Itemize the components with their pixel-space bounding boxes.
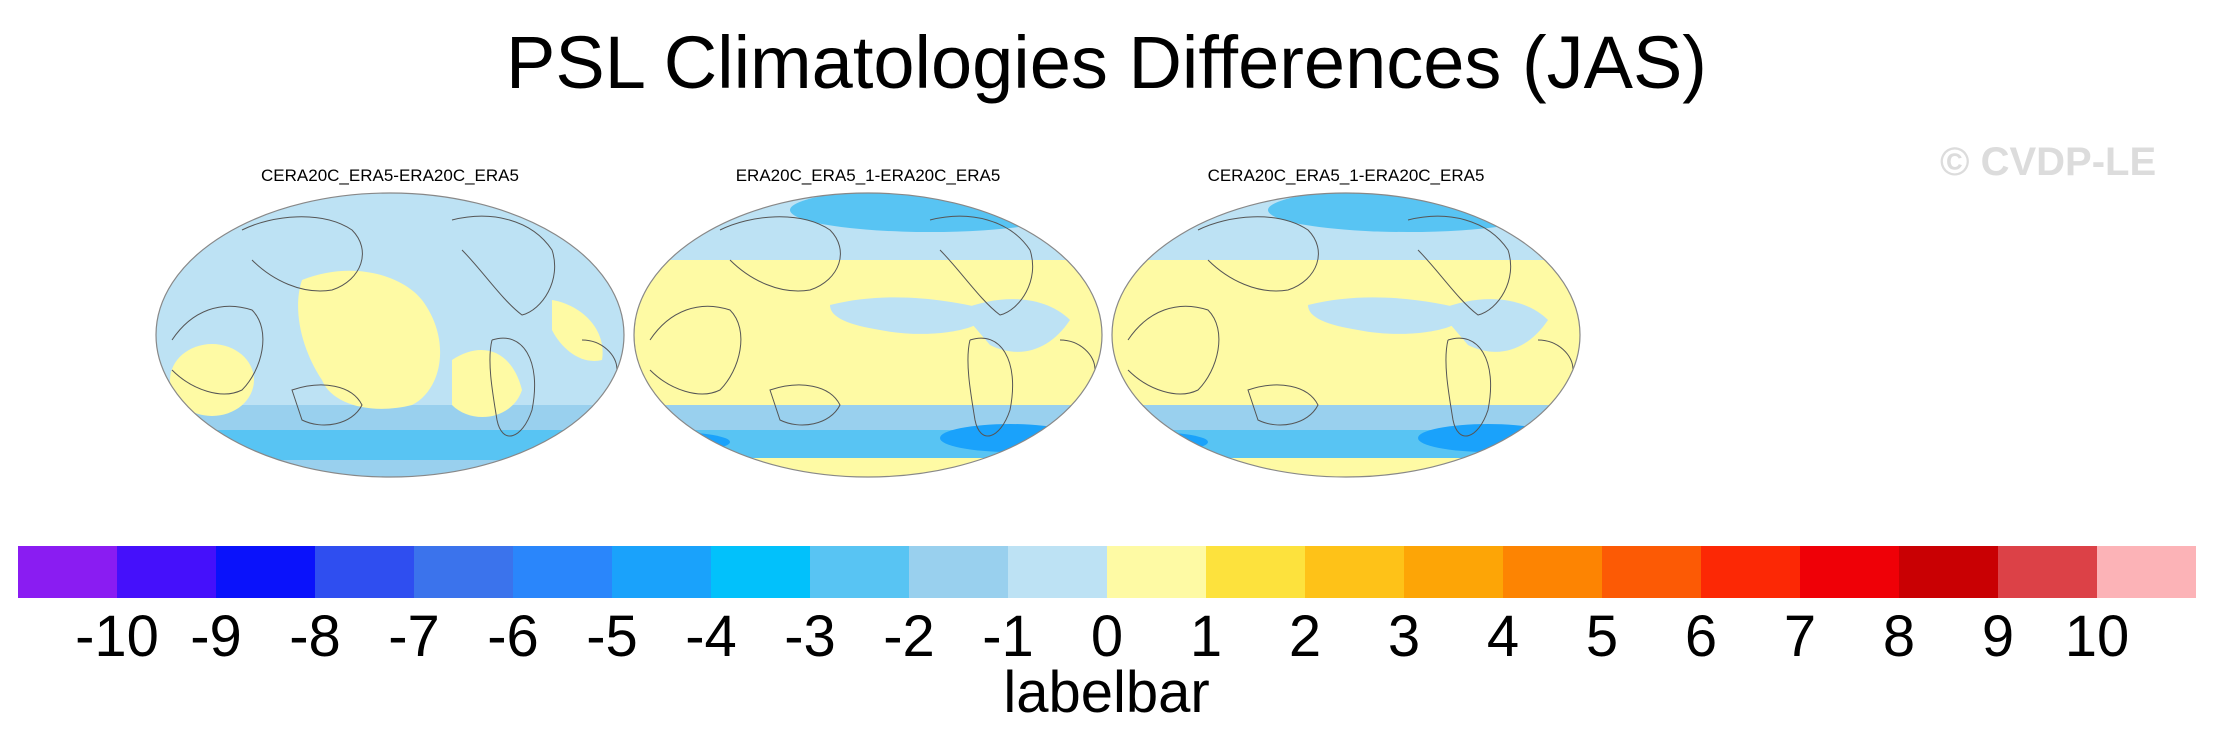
labelbar-box [117, 546, 216, 598]
map-panel-3: CERA20C_ERA5_1-ERA20C_ERA5 [1108, 166, 1584, 484]
labelbar-title: labelbar [1003, 660, 1210, 725]
labelbar-tick: 5 [1585, 604, 1619, 669]
coastline [1537, 339, 1574, 371]
labelbar-box [612, 546, 711, 598]
coastline [1407, 215, 1512, 316]
labelbar-box [1800, 546, 1899, 598]
map-1 [155, 192, 625, 478]
labelbar-tick: 9 [1981, 604, 2015, 669]
labelbar-box [1701, 546, 1800, 598]
negative-region [830, 297, 990, 334]
northern-band [1112, 230, 1580, 260]
map-3 [1111, 192, 1581, 478]
labelbar-tick: -7 [388, 604, 440, 669]
labelbar-tick: -1 [982, 604, 1034, 669]
labelbar-tick: -9 [190, 604, 242, 669]
labelbar-box [1305, 546, 1404, 598]
labelbar-tick: 8 [1882, 604, 1916, 669]
labelbar-box [1107, 546, 1206, 598]
labelbar-tick: 10 [2064, 604, 2130, 669]
figure-title: PSL Climatologies Differences (JAS) [506, 21, 1707, 104]
labelbar-tick: -10 [75, 604, 159, 669]
coastline [967, 337, 1014, 437]
labelbar-box [810, 546, 909, 598]
labelbar-box [18, 546, 117, 598]
coastline [769, 384, 841, 426]
positive-region [552, 300, 603, 361]
labelbar-box [315, 546, 414, 598]
map-outline [1111, 192, 1581, 478]
coastline [1059, 339, 1096, 371]
coastline [241, 216, 363, 292]
positive-region [1112, 260, 1580, 405]
labelbar-tick: -6 [487, 604, 539, 669]
labelbar-tick: 7 [1783, 604, 1817, 669]
panel-title: ERA20C_ERA5_1-ERA20C_ERA5 [735, 166, 1001, 185]
map-2 [633, 192, 1103, 478]
negative-region [1308, 297, 1468, 334]
coastline [1445, 337, 1492, 437]
coastline [291, 384, 363, 426]
panel-title: CERA20C_ERA5-ERA20C_ERA5 [261, 166, 519, 185]
labelbar-box [711, 546, 810, 598]
coastline [489, 337, 536, 437]
map-panel-1: CERA20C_ERA5-ERA20C_ERA5 [152, 166, 628, 484]
labelbar-box [414, 546, 513, 598]
panel-title: CERA20C_ERA5_1-ERA20C_ERA5 [1207, 166, 1485, 185]
labelbar-box [2097, 546, 2196, 598]
coastline [1247, 384, 1319, 426]
northern-band [634, 230, 1102, 260]
arctic-anomaly [790, 193, 1070, 232]
positive-region [170, 344, 254, 416]
color-labelbar [18, 546, 2196, 598]
labelbar-tick: -8 [289, 604, 341, 669]
coastline [649, 305, 742, 395]
coastline [1127, 305, 1220, 395]
labelbar-box [1899, 546, 1998, 598]
map-outline [155, 192, 625, 478]
map-panel-2: ERA20C_ERA5_1-ERA20C_ERA5 [630, 166, 1106, 484]
labelbar-tick: -4 [685, 604, 737, 669]
labelbar-tick: -2 [883, 604, 935, 669]
labelbar-box [1206, 546, 1305, 598]
labelbar-box [1008, 546, 1107, 598]
coastline [171, 305, 264, 395]
watermark: © CVDP-LE [1940, 140, 2157, 184]
labelbar-box [1503, 546, 1602, 598]
labelbar-box [513, 546, 612, 598]
labelbar-tick: 6 [1684, 604, 1718, 669]
labelbar-tick: 3 [1387, 604, 1421, 669]
labelbar-box [909, 546, 1008, 598]
coastline [929, 215, 1034, 316]
labelbar-box [1602, 546, 1701, 598]
arctic-anomaly [1268, 193, 1548, 232]
labelbar-tick: 0 [1090, 604, 1124, 669]
positive-region [298, 270, 441, 409]
positive-region [452, 350, 522, 417]
labelbar-tick: 1 [1189, 604, 1223, 669]
labelbar-tick: 4 [1486, 604, 1520, 669]
labelbar-tick: -3 [784, 604, 836, 669]
coastline [719, 216, 841, 292]
labelbar-box [216, 546, 315, 598]
map-outline [633, 192, 1103, 478]
coastline [581, 339, 618, 371]
coastline [1197, 216, 1319, 292]
positive-region [634, 260, 1102, 405]
labelbar-box [1998, 546, 2097, 598]
labelbar-tick: 2 [1288, 604, 1322, 669]
coastline [451, 215, 556, 316]
labelbar-box [1404, 546, 1503, 598]
labelbar-tick: -5 [586, 604, 638, 669]
